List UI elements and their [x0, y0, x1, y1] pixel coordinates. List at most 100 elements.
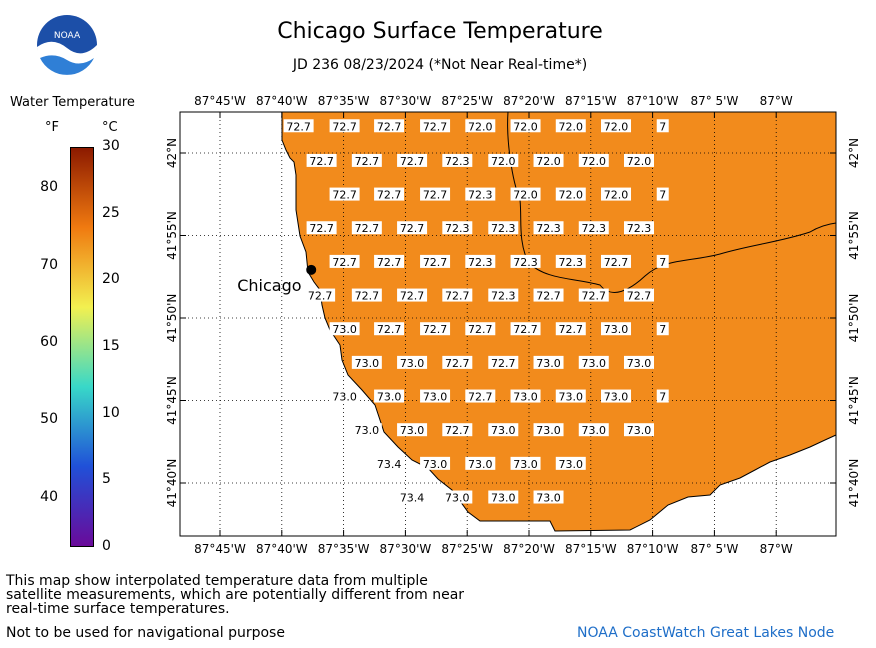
temperature-value-text: 72.7	[423, 189, 448, 202]
temperature-value-text: 7	[659, 120, 666, 133]
temperature-value-box	[656, 322, 669, 336]
temperature-value-label: 72.7	[397, 153, 428, 168]
temperature-value-text: 72.7	[309, 222, 334, 235]
temperature-value-label: 73.0	[442, 490, 473, 505]
temperature-value-box	[329, 187, 360, 201]
temperature-value-text: 72.7	[332, 256, 357, 269]
lon-label-top: 87°25'W	[441, 94, 493, 108]
temperature-value-box	[420, 187, 451, 201]
temperature-value-text: 72.7	[491, 357, 516, 370]
temperature-value-box	[351, 288, 382, 302]
navigation-warning: Not to be used for navigational purpose	[6, 625, 285, 641]
temperature-value-text: 73.0	[468, 458, 493, 471]
lon-label-bottom: 87° 5'W	[690, 542, 738, 556]
lat-label-left: 42°N	[165, 138, 179, 168]
temperature-value-label: 73.0	[555, 389, 586, 404]
temperature-value-text: 72.3	[445, 155, 470, 168]
temperature-value-box	[442, 423, 473, 437]
temperature-value-box	[555, 119, 586, 133]
temperature-value-box	[442, 221, 473, 235]
temperature-value-label: 72.3	[465, 187, 496, 202]
temperature-labels: 72.7 72.7 72.7 72.7 72.0 72.0 72.0 72.0 7 72.7 72.…	[283, 119, 669, 505]
temperature-value-text: 73.0	[536, 492, 561, 505]
temperature-value-text: 7	[659, 256, 666, 269]
temperature-value-box	[656, 187, 669, 201]
temperature-value-text: 73.4	[377, 458, 402, 471]
temperature-value-box	[488, 490, 519, 504]
legend-tick-fahrenheit: 80	[40, 179, 58, 196]
temperature-value-text: 72.7	[355, 155, 380, 168]
temperature-value-box	[442, 355, 473, 369]
temperature-value-box	[465, 187, 496, 201]
temperature-value-box	[624, 423, 655, 437]
temperature-value-label: 73.0	[420, 456, 451, 471]
temperature-value-text: 7	[659, 391, 666, 404]
temperature-value-label: 72.3	[510, 254, 541, 269]
temperature-value-label: 72.7	[420, 254, 451, 269]
temperature-value-box	[465, 322, 496, 336]
temperature-value-box	[488, 355, 519, 369]
temperature-colorbar	[70, 147, 94, 547]
legend-tick-fahrenheit: 50	[40, 411, 58, 428]
lat-label-left: 41°45'N	[165, 376, 179, 425]
temperature-value-box	[420, 456, 451, 470]
temperature-value-text: 72.7	[377, 189, 402, 202]
temperature-value-label: 72.7	[420, 187, 451, 202]
temperature-value-text: 72.7	[604, 256, 629, 269]
temperature-value-label: 7	[656, 187, 669, 202]
temperature-value-text: 73.0	[377, 391, 402, 404]
temperature-value-box	[488, 288, 519, 302]
temperature-value-box	[442, 288, 473, 302]
temperature-value-box	[351, 355, 382, 369]
temperature-value-box	[555, 187, 586, 201]
temperature-value-box	[329, 254, 360, 268]
temperature-value-label: 72.7	[601, 254, 632, 269]
temperature-value-text: 7	[659, 323, 666, 336]
lon-label-bottom: 87°40'W	[256, 542, 308, 556]
temperature-value-text: 73.0	[559, 458, 584, 471]
temperature-value-label: 72.0	[601, 187, 632, 202]
temperature-value-box	[465, 254, 496, 268]
temperature-value-text: 72.7	[400, 290, 425, 303]
temperature-value-label: 73.0	[601, 389, 632, 404]
legend-tick-celsius: 0	[102, 538, 111, 554]
temperature-value-label: 72.0	[624, 153, 655, 168]
temperature-value-box	[306, 221, 337, 235]
temperature-value-text: 73.0	[491, 492, 516, 505]
temperature-value-box	[578, 288, 609, 302]
temperature-value-text: 73.0	[332, 323, 357, 336]
lon-label-top: 87°20'W	[503, 94, 555, 108]
legend-tick-celsius: 30	[102, 138, 120, 154]
temperature-value-label: 72.7	[510, 322, 541, 336]
temperature-value-text: 73.0	[332, 391, 357, 404]
temperature-value-box	[442, 490, 473, 504]
temperature-value-text: 72.3	[582, 222, 607, 235]
lat-label-right: 41°45'N	[847, 376, 861, 425]
lon-label-bottom: 87°45'W	[194, 542, 246, 556]
noaa-logo-icon: NOAA	[37, 15, 97, 76]
temperature-value-text: 72.0	[582, 155, 607, 168]
temperature-value-box	[656, 389, 669, 403]
temperature-value-text: 72.7	[468, 391, 493, 404]
temperature-value-text: 72.7	[423, 323, 448, 336]
temperature-value-label: 72.7	[624, 288, 655, 303]
temperature-value-label: 73.0	[351, 423, 382, 437]
temperature-value-label: 72.7	[397, 288, 428, 303]
legend-tick-celsius: 20	[102, 271, 120, 288]
lon-label-top: 87°W	[760, 94, 793, 108]
lat-label-right: 41°40'N	[847, 459, 861, 508]
city-label: Chicago	[237, 276, 301, 295]
temperature-value-label: 73.0	[351, 355, 382, 370]
temperature-value-box	[374, 119, 405, 133]
temperature-value-text: 72.7	[309, 155, 334, 168]
temperature-value-box	[656, 254, 669, 268]
legend-tick-celsius: 25	[102, 204, 120, 221]
temperature-value-box	[351, 153, 382, 167]
temperature-value-label: 72.7	[465, 389, 496, 404]
temperature-value-box	[306, 153, 337, 167]
temperature-value-text: 72.3	[559, 256, 584, 269]
lat-label-right: 42°N	[847, 138, 861, 168]
temperature-value-label: 73.0	[555, 456, 586, 471]
lon-label-bottom: 87°30'W	[380, 542, 432, 556]
temperature-value-label: 73.0	[624, 355, 655, 370]
